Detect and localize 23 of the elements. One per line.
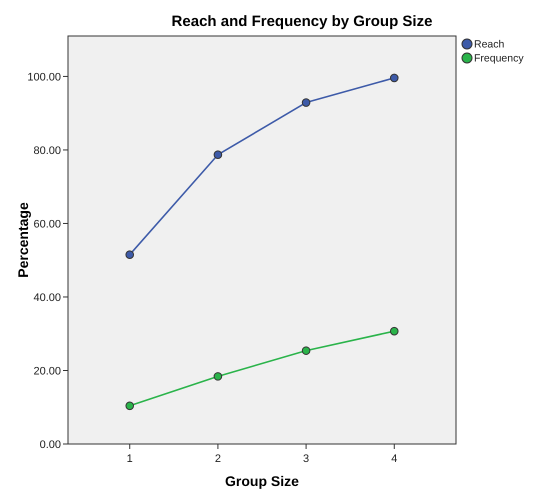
point bbox=[302, 346, 310, 355]
y-tick-label: 0.00 bbox=[40, 438, 61, 451]
legend-label: Reach bbox=[474, 38, 505, 51]
point bbox=[125, 401, 134, 410]
point bbox=[214, 372, 222, 381]
y-tick-label: 80.00 bbox=[33, 144, 61, 157]
point bbox=[302, 98, 310, 107]
x-tick-label: 2 bbox=[214, 453, 221, 465]
y-tick-label: 20.00 bbox=[33, 365, 61, 378]
x-tick-label: 3 bbox=[303, 453, 310, 465]
x-axis-title: Group Size bbox=[225, 473, 300, 489]
x-tick-label: 1 bbox=[126, 453, 133, 465]
point bbox=[214, 150, 222, 160]
chart-title: Reach and Frequency by Group Size bbox=[172, 13, 432, 30]
y-tick-label: 40.00 bbox=[33, 292, 61, 304]
y-tick-label: 60.00 bbox=[33, 218, 61, 230]
point bbox=[390, 74, 399, 82]
x-tick-label: 4 bbox=[391, 453, 398, 465]
y-tick-label: 100.00 bbox=[27, 71, 61, 84]
y-axis-title: Percentage bbox=[15, 202, 31, 278]
point bbox=[390, 326, 399, 336]
legend-label: Frequency bbox=[474, 52, 524, 65]
point bbox=[125, 250, 134, 260]
